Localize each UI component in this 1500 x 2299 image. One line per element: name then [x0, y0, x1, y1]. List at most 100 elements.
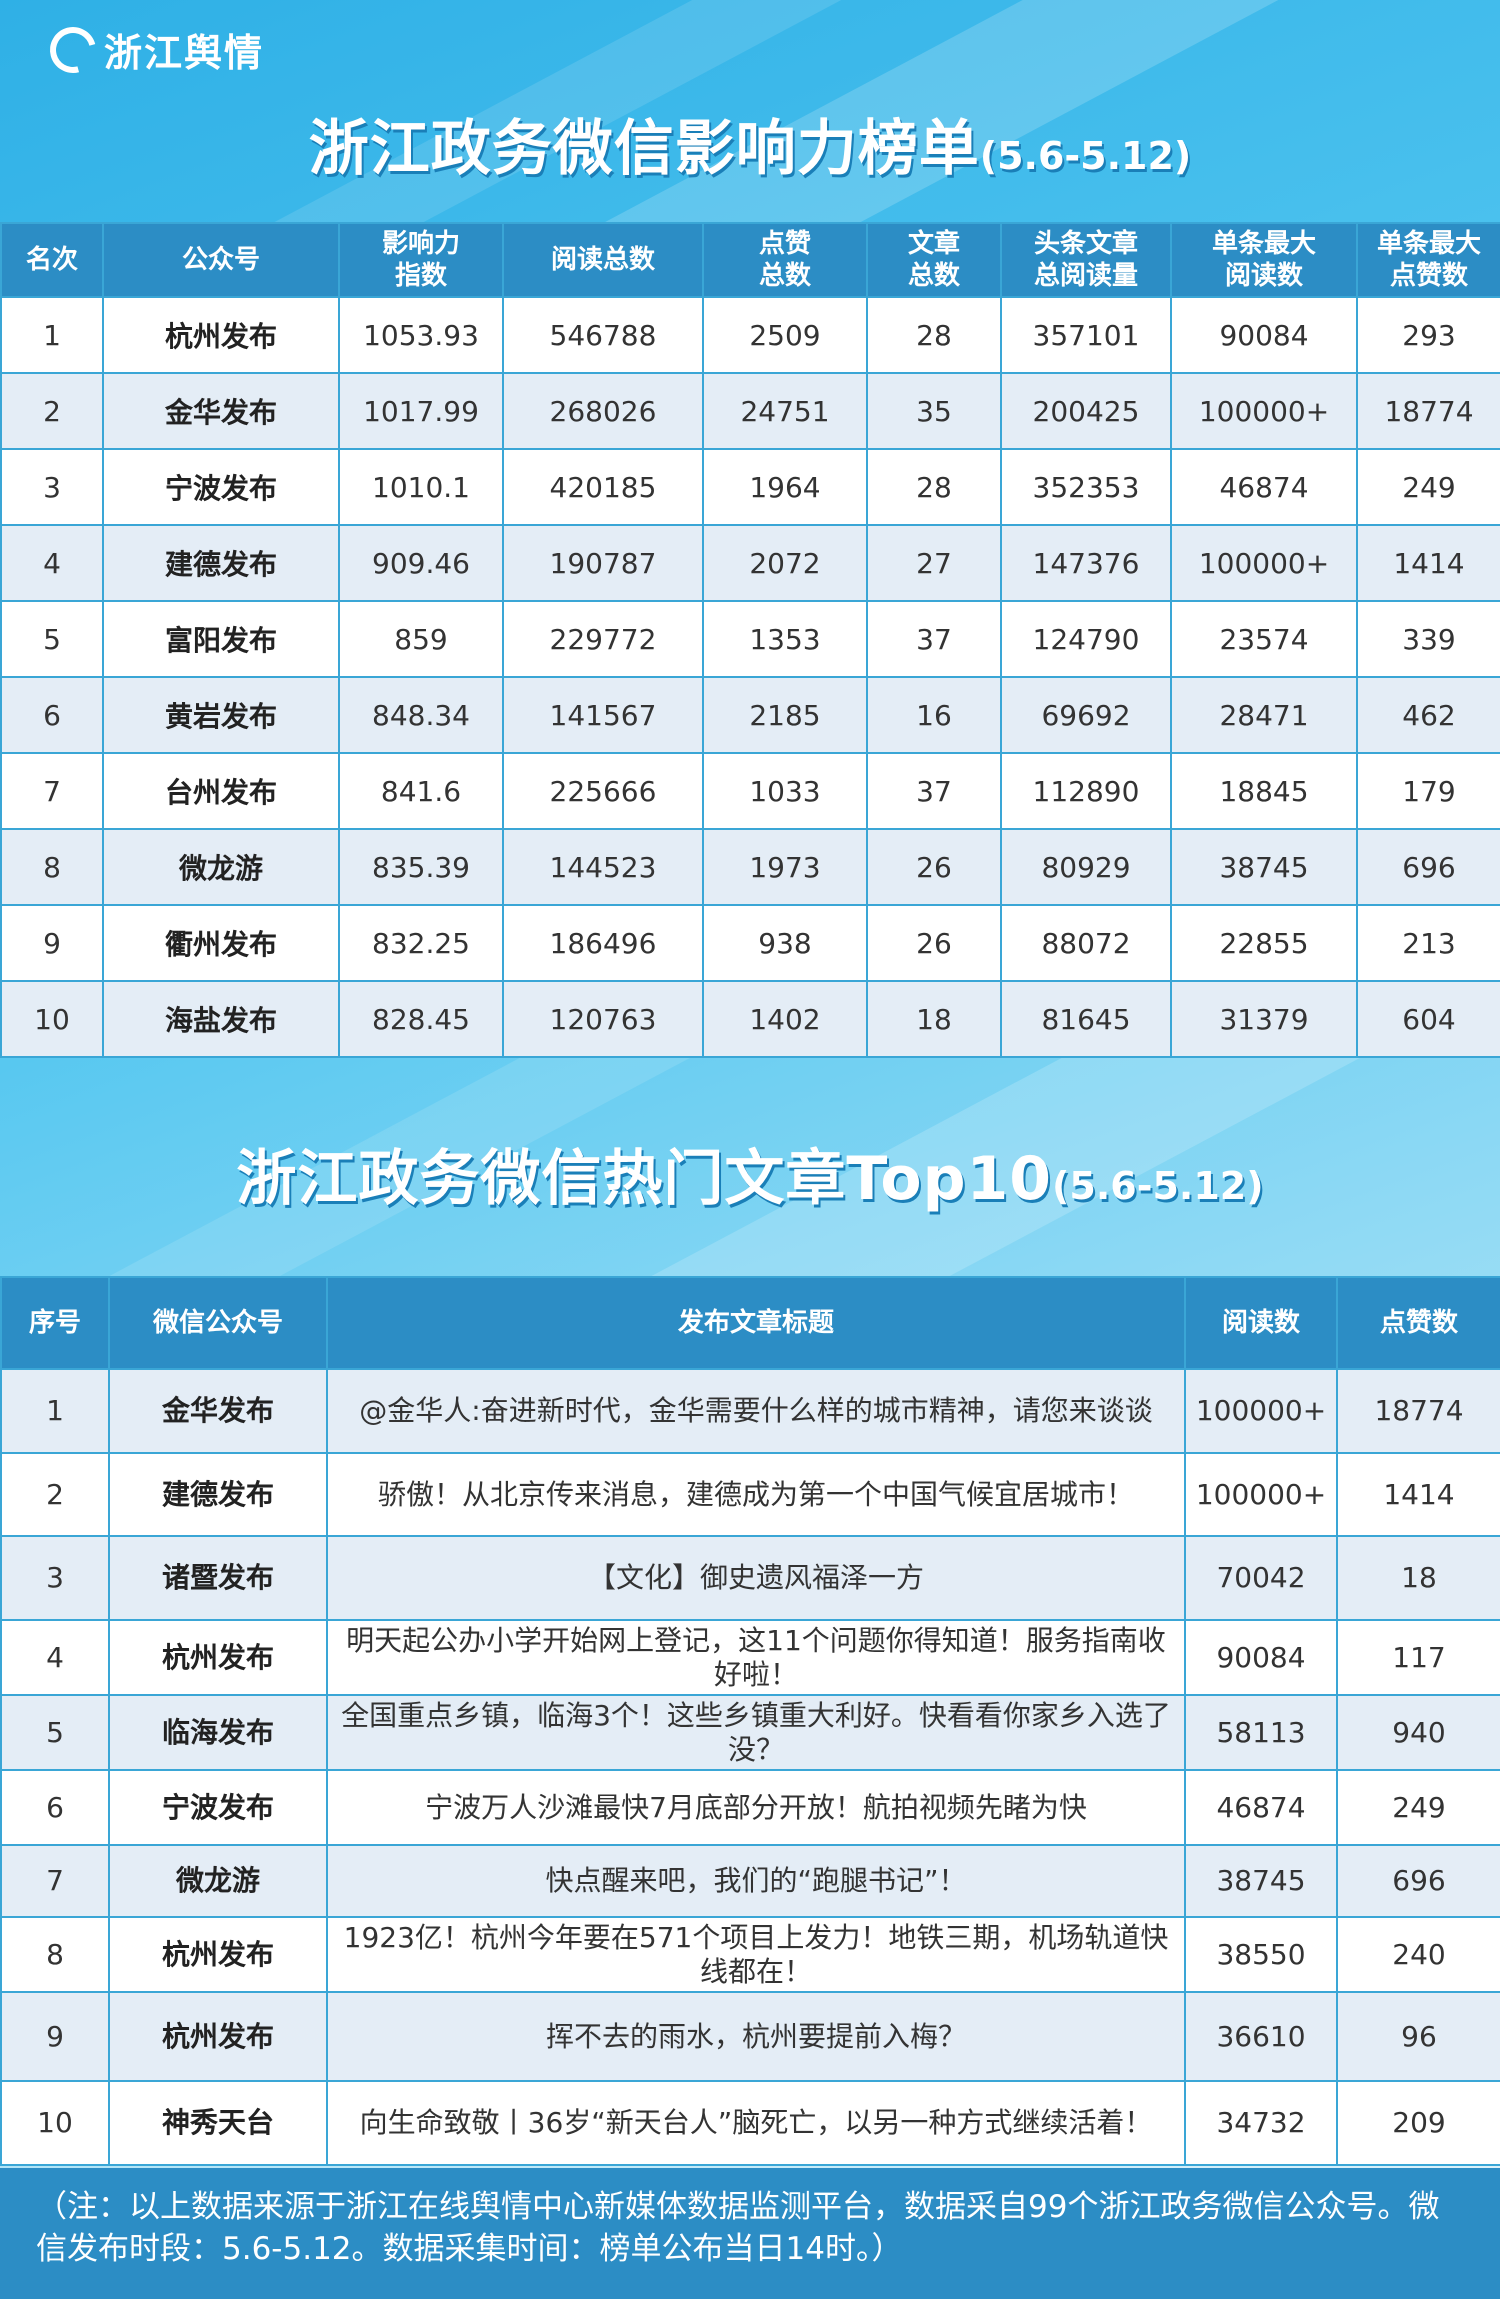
table-cell: 5: [0, 1694, 110, 1771]
influence-ranking-table: 名次 公众号 影响力 指数 阅读总数 点赞 总数 文章 总数 头条文章 总阅读量 单条最大 阅…: [0, 222, 1500, 1058]
account-name-cell: 海盐发布: [102, 980, 340, 1058]
column-header: 公众号: [102, 222, 340, 298]
account-name-cell: 杭州发布: [108, 1916, 328, 1993]
table-cell: 696: [1356, 828, 1500, 906]
table-cell: 4: [0, 524, 104, 602]
table-cell: 832.25: [338, 904, 504, 982]
table-cell: 357101: [1000, 296, 1172, 374]
table-cell: 268026: [502, 372, 704, 450]
column-header: 点赞 总数: [702, 222, 868, 298]
table-cell: 18845: [1170, 752, 1358, 830]
article-title-cell: @金华人:奋进新时代，金华需要什么样的城市精神，请您来谈谈: [326, 1368, 1186, 1454]
table-cell: 46874: [1184, 1769, 1338, 1846]
table-cell: 200425: [1000, 372, 1172, 450]
table-cell: 28471: [1170, 676, 1358, 754]
footer-note: （注：以上数据来源于浙江在线舆情中心新媒体数据监测平台，数据采自99个浙江政务微…: [0, 2168, 1500, 2299]
table-cell: 225666: [502, 752, 704, 830]
table-cell: 117: [1336, 1619, 1500, 1696]
account-name-cell: 黄岩发布: [102, 676, 340, 754]
table-cell: 1353: [702, 600, 868, 678]
table-cell: 70042: [1184, 1535, 1338, 1621]
table-cell: 909.46: [338, 524, 504, 602]
table-cell: 546788: [502, 296, 704, 374]
table-cell: 120763: [502, 980, 704, 1058]
table-cell: 69692: [1000, 676, 1172, 754]
account-name-cell: 金华发布: [102, 372, 340, 450]
table-row: 8 微龙游 835.39 144523 1973 26 80929 38745 696: [0, 828, 1500, 906]
ranking-title: 浙江政务微信影响力榜单(5.6-5.12): [0, 100, 1500, 187]
table-cell: 249: [1336, 1769, 1500, 1846]
table-cell: 10: [0, 2080, 110, 2166]
account-name-cell: 神秀天台: [108, 2080, 328, 2166]
table-cell: 1414: [1356, 524, 1500, 602]
table-cell: 100000+: [1184, 1368, 1338, 1454]
table-cell: 2: [0, 1452, 110, 1537]
table-cell: 90084: [1170, 296, 1358, 374]
table-cell: 31379: [1170, 980, 1358, 1058]
logo-text: 浙江舆情: [104, 31, 265, 75]
table-cell: 1010.1: [338, 448, 504, 526]
table-cell: 144523: [502, 828, 704, 906]
ranking-title-date: (5.6-5.12): [979, 134, 1192, 178]
table-cell: 7: [0, 752, 104, 830]
table-cell: 100000+: [1170, 524, 1358, 602]
table-cell: 841.6: [338, 752, 504, 830]
table-cell: 420185: [502, 448, 704, 526]
table-cell: 6: [0, 1769, 110, 1846]
table-cell: 28: [866, 296, 1002, 374]
table-cell: 5: [0, 600, 104, 678]
table-cell: 38745: [1170, 828, 1358, 906]
table-row: 2 建德发布 骄傲！从北京传来消息，建德成为第一个中国气候宜居城市！ 100000+ 1…: [0, 1452, 1500, 1537]
table-row: 9 衢州发布 832.25 186496 938 26 88072 22855 213: [0, 904, 1500, 982]
account-name-cell: 临海发布: [108, 1694, 328, 1771]
table-cell: 213: [1356, 904, 1500, 982]
table-row: 3 诸暨发布 【文化】御史遗风福泽一方 70042 18: [0, 1535, 1500, 1621]
table-cell: 80929: [1000, 828, 1172, 906]
table-cell: 1964: [702, 448, 868, 526]
table-cell: 7: [0, 1844, 110, 1918]
table-cell: 4: [0, 1619, 110, 1696]
table-cell: 34732: [1184, 2080, 1338, 2166]
table-cell: 462: [1356, 676, 1500, 754]
column-header: 头条文章 总阅读量: [1000, 222, 1172, 298]
column-header: 序号: [0, 1276, 110, 1370]
top-articles-table: 序号 微信公众号 发布文章标题 阅读数 点赞数 1 金华发布 @金华人:奋进新时代，金华需要…: [0, 1276, 1500, 2166]
table-cell: 18: [1336, 1535, 1500, 1621]
table-cell: 1414: [1336, 1452, 1500, 1537]
article-title-cell: 向生命致敬丨36岁“新天台人”脑死亡，以另一种方式继续活着！: [326, 2080, 1186, 2166]
column-header: 名次: [0, 222, 104, 298]
account-name-cell: 台州发布: [102, 752, 340, 830]
table-cell: 18: [866, 980, 1002, 1058]
table-cell: 28: [866, 448, 1002, 526]
account-name-cell: 衢州发布: [102, 904, 340, 982]
table-cell: 8: [0, 1916, 110, 1993]
table-cell: 9: [0, 904, 104, 982]
table-cell: 147376: [1000, 524, 1172, 602]
table-cell: 229772: [502, 600, 704, 678]
account-name-cell: 金华发布: [108, 1368, 328, 1454]
table-cell: 2185: [702, 676, 868, 754]
table-cell: 24751: [702, 372, 868, 450]
table-cell: 3: [0, 1535, 110, 1621]
table-cell: 37: [866, 752, 1002, 830]
table-cell: 696: [1336, 1844, 1500, 1918]
table-cell: 352353: [1000, 448, 1172, 526]
column-header: 文章 总数: [866, 222, 1002, 298]
table-cell: 38745: [1184, 1844, 1338, 1918]
table-cell: 848.34: [338, 676, 504, 754]
table-cell: 124790: [1000, 600, 1172, 678]
table-cell: 38550: [1184, 1916, 1338, 1993]
table-row: 1 金华发布 @金华人:奋进新时代，金华需要什么样的城市精神，请您来谈谈 100000…: [0, 1368, 1500, 1454]
table-cell: 6: [0, 676, 104, 754]
table-cell: 293: [1356, 296, 1500, 374]
table-cell: 1402: [702, 980, 868, 1058]
article-title-cell: 1923亿！杭州今年要在571个项目上发力！地铁三期，机场轨道快线都在！: [326, 1916, 1186, 1993]
table-cell: 18774: [1356, 372, 1500, 450]
table-cell: 3: [0, 448, 104, 526]
table-row: 8 杭州发布 1923亿！杭州今年要在571个项目上发力！地铁三期，机场轨道快线都在…: [0, 1916, 1500, 1993]
account-name-cell: 富阳发布: [102, 600, 340, 678]
account-name-cell: 宁波发布: [108, 1769, 328, 1846]
table-row: 5 临海发布 全国重点乡镇，临海3个！这些乡镇重大利好。快看看你家乡入选了没？ 581…: [0, 1694, 1500, 1771]
column-header: 单条最大 点赞数: [1356, 222, 1500, 298]
ranking-title-main: 浙江政务微信影响力榜单: [308, 114, 980, 184]
